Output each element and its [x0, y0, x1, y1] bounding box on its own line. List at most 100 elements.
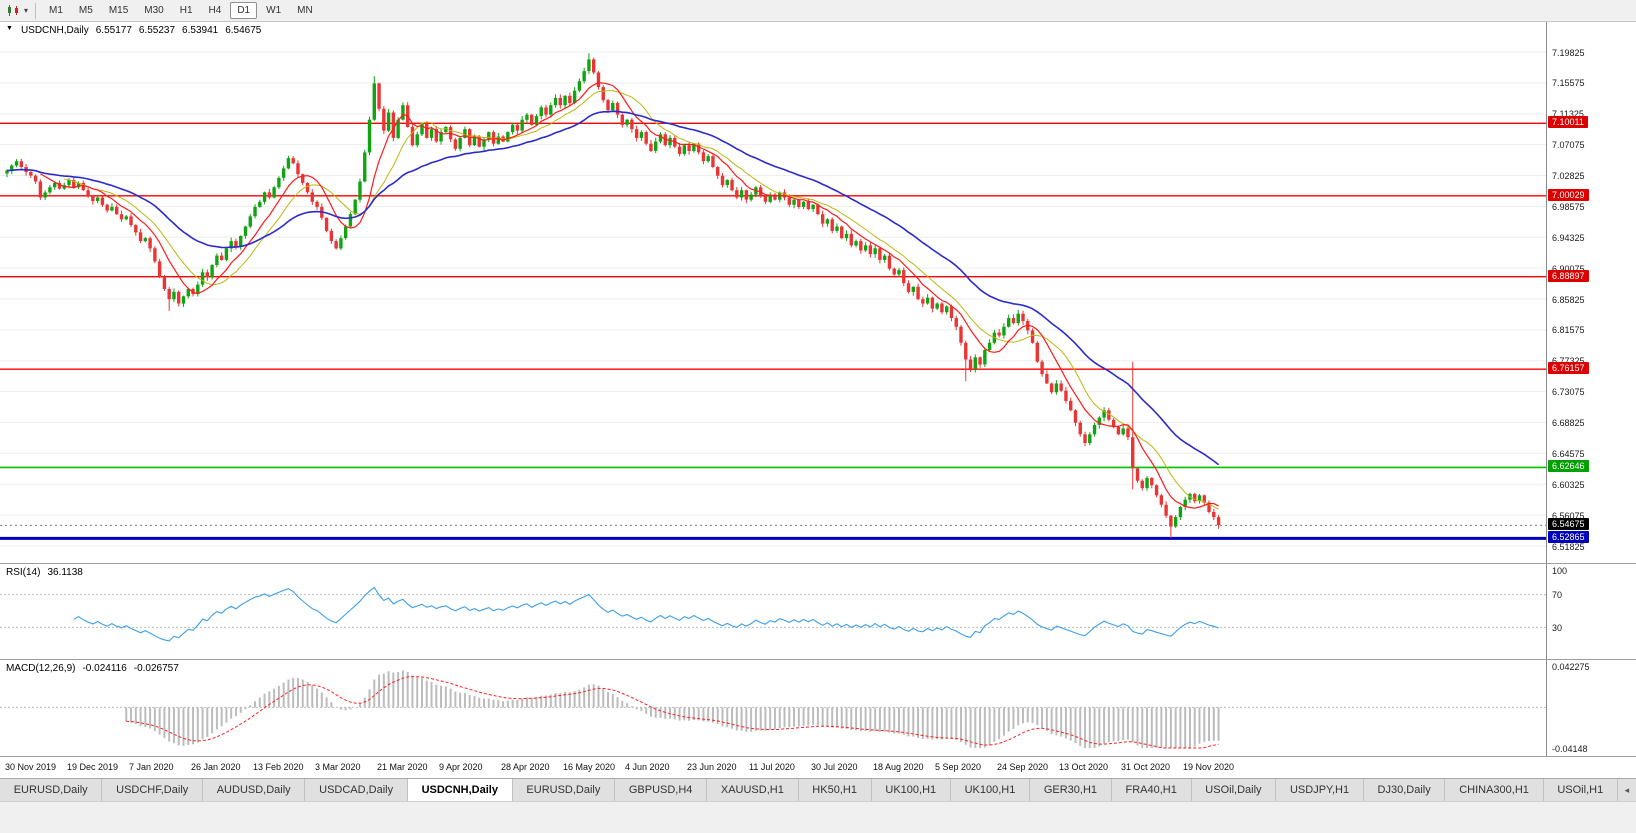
- ohlc-close: 6.54675: [225, 25, 262, 36]
- toolbar: ▾ M1 M5 M15 M30 H1 H4 D1 W1 MN: [0, 0, 1636, 22]
- chart-tab-audusd-daily[interactable]: AUDUSD,Daily: [203, 779, 306, 801]
- price-tick-label: 6.56075: [1552, 511, 1585, 521]
- price-tick-label: 7.02825: [1552, 171, 1585, 181]
- macd-signal-value: -0.026757: [133, 663, 179, 674]
- timeframe-button-m1[interactable]: M1: [49, 5, 63, 16]
- chart-tab-ger30-h1[interactable]: GER30,H1: [1030, 779, 1112, 801]
- chart-type-icon[interactable]: [4, 2, 24, 20]
- price-gridlines: [0, 51, 1546, 547]
- rsi-panel[interactable]: RSI(14) 36.1138: [0, 564, 1546, 659]
- date-tick-label: 23 Jun 2020: [687, 762, 737, 772]
- tab-scroll-left-icon[interactable]: ◂: [1617, 779, 1636, 801]
- date-tick-label: 19 Nov 2020: [1183, 762, 1235, 772]
- timeframe-button-w1[interactable]: W1: [266, 5, 282, 16]
- chart-tab-fra40-h1[interactable]: FRA40,H1: [1111, 779, 1192, 801]
- price-chart-panel[interactable]: ▼ USDCNH,Daily 6.55177 6.55237 6.53941 6…: [0, 22, 1546, 563]
- chart-tab-uk100-h1[interactable]: UK100,H1: [950, 779, 1031, 801]
- macd-canvas[interactable]: [0, 660, 1546, 756]
- timeframe-button-m5[interactable]: M5: [78, 5, 93, 16]
- date-tick-label: 7 Jan 2020: [129, 762, 174, 772]
- chart-type-dropdown-caret[interactable]: ▾: [24, 6, 29, 15]
- price-tick-label: 6.51825: [1552, 542, 1585, 552]
- candlestick-icon: [8, 5, 18, 16]
- date-tick-label: 31 Oct 2020: [1121, 762, 1171, 772]
- rsi-label: RSI(14): [6, 567, 41, 578]
- timeframe-button-m15[interactable]: M15: [108, 5, 129, 16]
- date-tick-label: 13 Feb 2020: [253, 762, 304, 772]
- level-price-badge: 7.10011: [1548, 116, 1588, 128]
- ohlc-high: 6.55237: [138, 25, 176, 36]
- chart-tab-usoil-daily[interactable]: USOil,Daily: [1191, 779, 1277, 801]
- price-tick-label: 7.11325: [1552, 109, 1584, 119]
- rsi-axis-label: 70: [1552, 590, 1563, 600]
- price-axis[interactable]: 7.19825 7.15575 7.11325 7.07075 7.02825 6.985…: [1546, 22, 1636, 756]
- toolbar-separator: [35, 2, 37, 19]
- rsi-value: 36.1138: [47, 567, 83, 578]
- price-tick-label: 6.85825: [1552, 295, 1585, 305]
- date-tick-label: 30 Jul 2020: [811, 762, 858, 772]
- panel-divider-2[interactable]: [0, 659, 1636, 660]
- chart-tab-uk100-h1[interactable]: UK100,H1: [871, 779, 951, 801]
- chart-tab-china300-h1[interactable]: CHINA300,H1: [1445, 779, 1544, 801]
- timeframe-button-d1[interactable]: D1: [230, 2, 258, 19]
- rsi-axis-label: 30: [1552, 623, 1563, 633]
- macd-axis-min-label: -0.04148: [1552, 744, 1588, 754]
- price-tick-label: 6.60325: [1552, 480, 1585, 490]
- chart-tab-usoil-h1[interactable]: USOil,H1: [1543, 779, 1618, 801]
- level-price-badge: 6.52865: [1548, 531, 1589, 543]
- price-tick-label: 6.77325: [1552, 356, 1585, 366]
- date-tick-label: 3 Mar 2020: [315, 762, 361, 772]
- macd-label: MACD(12,26,9): [6, 663, 76, 674]
- status-strip: [0, 801, 1636, 833]
- date-tick-label: 24 Sep 2020: [997, 762, 1049, 772]
- moving-averages: [6, 81, 1220, 510]
- ohlc-low: 6.53941: [182, 25, 219, 36]
- chart-ohlc-header: ▼ USDCNH,Daily 6.55177 6.55237 6.53941 6…: [6, 25, 261, 36]
- chart-tab-dj30-daily[interactable]: DJ30,Daily: [1363, 779, 1446, 801]
- price-chart-canvas[interactable]: [0, 22, 1546, 563]
- date-tick-label: 19 Dec 2019: [67, 762, 119, 772]
- candles: [5, 53, 1221, 539]
- timeframe-buttons: M1 M5 M15 M30 H1 H4 D1 W1 MN: [41, 2, 321, 19]
- chart-tab-usdcad-daily[interactable]: USDCAD,Daily: [305, 779, 408, 801]
- price-tick-label: 6.90075: [1552, 264, 1585, 274]
- panel-divider-1[interactable]: [0, 563, 1636, 564]
- price-tick-label: 6.94325: [1552, 233, 1585, 243]
- rsi-canvas[interactable]: [0, 564, 1546, 659]
- date-axis[interactable]: 30 Nov 2019 19 Dec 2019 7 Jan 2020 26 Jan 2…: [0, 757, 1546, 778]
- chart-symbol-label: USDCNH,Daily: [20, 25, 89, 36]
- macd-axis-max-label: 0.042275: [1552, 662, 1590, 672]
- date-tick-label: 4 Jun 2020: [625, 762, 670, 772]
- date-tick-label: 5 Sep 2020: [935, 762, 982, 772]
- chart-tab-usdcnh-daily[interactable]: USDCNH,Daily: [407, 779, 513, 801]
- chart-tab-xauusd-h1[interactable]: XAUUSD,H1: [707, 779, 799, 801]
- chart-tab-eurusd-daily[interactable]: EURUSD,Daily: [0, 779, 103, 801]
- macd-main-value: -0.024116: [82, 663, 127, 674]
- timeframe-button-h1[interactable]: H1: [179, 5, 193, 16]
- chart-tab-usdchf-daily[interactable]: USDCHF,Daily: [102, 779, 203, 801]
- level-price-badge: 6.62646: [1548, 460, 1589, 472]
- price-tick-label: 6.98575: [1552, 202, 1585, 212]
- panel-divider-3: [0, 756, 1636, 757]
- level-price-badge: 6.88897: [1548, 270, 1589, 282]
- ohlc-open: 6.55177: [95, 25, 132, 36]
- chart-tab-eurusd-daily[interactable]: EURUSD,Daily: [512, 779, 616, 801]
- level-price-badge: 6.76157: [1548, 362, 1589, 374]
- timeframe-button-mn[interactable]: MN: [297, 5, 313, 16]
- macd-panel[interactable]: MACD(12,26,9) -0.024116 -0.026757: [0, 660, 1546, 756]
- level-price-badge: 7.00029: [1548, 189, 1589, 201]
- symbol-dropdown-icon[interactable]: ▼: [6, 25, 13, 32]
- date-tick-label: 26 Jan 2020: [191, 762, 241, 772]
- chart-tab-gbpusd-h4[interactable]: GBPUSD,H4: [615, 779, 708, 801]
- date-tick-label: 13 Oct 2020: [1059, 762, 1109, 772]
- chart-tab-usdjpy-h1[interactable]: USDJPY,H1: [1276, 779, 1364, 801]
- timeframe-button-m30[interactable]: M30: [144, 5, 164, 16]
- rsi-header: RSI(14) 36.1138: [6, 567, 83, 578]
- rsi-axis-label: 100: [1552, 566, 1568, 576]
- price-tick-label: 7.07075: [1552, 140, 1585, 150]
- price-tick-label: 7.15575: [1552, 78, 1585, 88]
- chart-tab-hk50-h1[interactable]: HK50,H1: [798, 779, 872, 801]
- timeframe-button-h4[interactable]: H4: [208, 5, 222, 16]
- chart-tab-bar: EURUSD,Daily USDCHF,Daily AUDUSD,Daily USDC…: [0, 778, 1636, 801]
